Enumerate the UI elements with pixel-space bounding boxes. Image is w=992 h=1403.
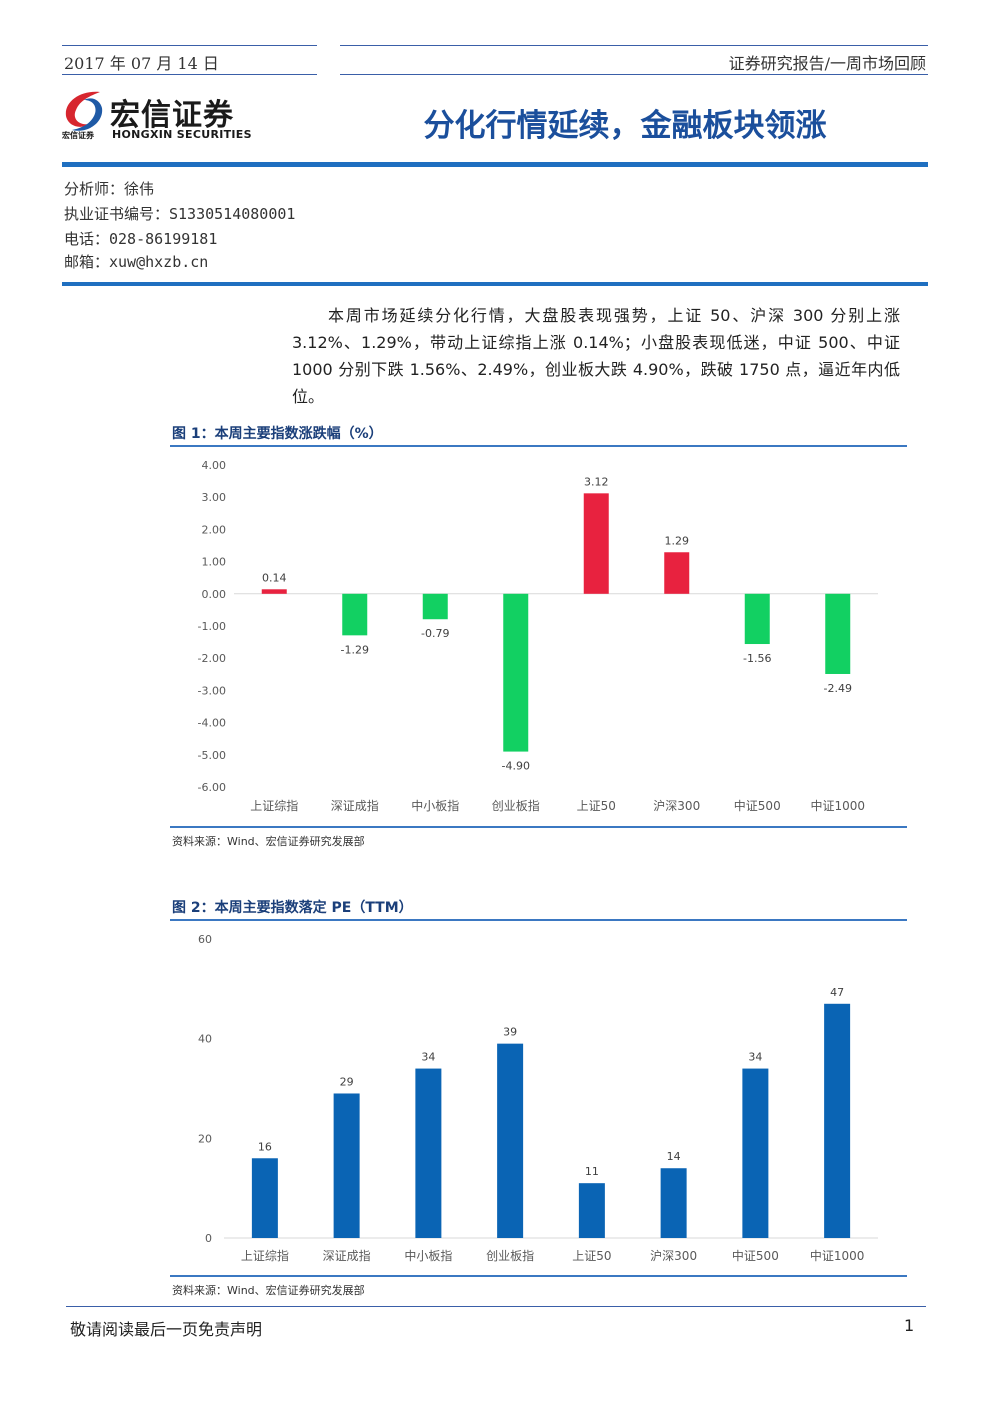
bar xyxy=(333,1093,360,1238)
bar xyxy=(664,552,690,594)
data-label: -1.29 xyxy=(341,643,369,656)
bar xyxy=(415,1068,442,1238)
header-left-rule-bottom xyxy=(62,74,317,75)
y-tick-label: -3.00 xyxy=(198,684,226,697)
analyst-divider xyxy=(62,282,928,286)
logo-swirl-icon xyxy=(65,91,103,131)
header-right-rule-bottom xyxy=(340,74,928,75)
bar xyxy=(742,1068,769,1238)
data-label: 16 xyxy=(258,1140,272,1153)
y-tick-label: -2.00 xyxy=(198,652,226,665)
figure-1-title: 图 1：本周主要指数涨跌幅（%） xyxy=(172,426,383,442)
y-tick-label: -1.00 xyxy=(198,620,226,633)
y-tick-label: 20 xyxy=(198,1132,212,1145)
x-tick-label: 深证成指 xyxy=(323,1248,371,1263)
y-tick-label: 40 xyxy=(198,1033,212,1046)
analyst-cert: 执业证书编号：S1330514080001 xyxy=(64,205,296,223)
header-left-rule-top xyxy=(62,45,317,46)
x-tick-label: 沪深300 xyxy=(653,799,700,813)
footer-disclaimer: 敬请阅读最后一页免责声明 xyxy=(70,1320,263,1339)
x-tick-label: 沪深300 xyxy=(650,1249,697,1263)
analyst-email: 邮箱：xuw@hxzb.cn xyxy=(64,253,209,271)
y-tick-label: 0 xyxy=(205,1232,212,1245)
figure-1-top-rule xyxy=(170,445,907,447)
figure-2-top-rule xyxy=(170,919,907,921)
y-tick-label: 1.00 xyxy=(202,556,227,569)
data-label: -4.90 xyxy=(502,760,530,773)
bar xyxy=(660,1168,687,1238)
x-tick-label: 中小板指 xyxy=(411,798,459,813)
x-tick-label: 中证500 xyxy=(732,1248,779,1263)
footer-rule xyxy=(66,1306,926,1307)
bar xyxy=(583,493,609,594)
logo-name-cn: 宏信证券 xyxy=(110,98,234,133)
data-label: 14 xyxy=(667,1150,681,1163)
page-number: 1 xyxy=(904,1316,915,1335)
bar xyxy=(503,593,529,752)
x-tick-label: 创业板指 xyxy=(486,1248,534,1263)
data-label: -1.56 xyxy=(743,652,771,665)
figure-1-chart: 4.00 3.00 2.00 1.00 0.00 -1.00 -2.00 -3.00 -4.00… xyxy=(198,459,878,813)
x-tick-label: 中小板指 xyxy=(404,1248,452,1263)
summary-paragraph: 本周市场延续分化行情，大盘股表现强势，上证 50、沪深 300 分别上涨 3.1… xyxy=(292,306,900,406)
bar xyxy=(261,589,287,594)
data-label: 3.12 xyxy=(584,475,609,488)
y-tick-label: 4.00 xyxy=(202,459,227,472)
x-tick-label: 上证50 xyxy=(572,1249,611,1263)
x-tick-label: 深证成指 xyxy=(331,798,379,813)
figure-2-bottom-rule xyxy=(170,1275,907,1277)
y-tick-label: 2.00 xyxy=(202,523,227,536)
x-tick-label: 中证500 xyxy=(734,798,781,813)
bar xyxy=(825,593,851,674)
data-label: -2.49 xyxy=(824,682,852,695)
header-right-rule-top xyxy=(340,45,928,46)
y-tick-label: 60 xyxy=(198,933,212,946)
bar xyxy=(251,1158,278,1238)
bar xyxy=(422,593,448,620)
bar xyxy=(342,593,368,636)
y-tick-label: 3.00 xyxy=(202,491,227,504)
data-label: 34 xyxy=(748,1051,762,1064)
y-tick-label: 0.00 xyxy=(202,588,227,601)
x-tick-label: 创业板指 xyxy=(492,798,540,813)
data-label: 47 xyxy=(830,986,844,999)
figure-1-source: 资料来源：Wind、宏信证券研究发展部 xyxy=(172,835,365,848)
bar xyxy=(578,1183,605,1238)
data-label: 29 xyxy=(340,1075,354,1088)
figure-2-chart: 0 20 40 60 16 上证综指 29 深证成指 34 中小板指 39 创业板指 11 上证50 14 沪… xyxy=(198,933,878,1263)
bar xyxy=(824,1003,851,1238)
figure-1-bottom-rule xyxy=(170,826,907,828)
data-label: 11 xyxy=(585,1165,599,1178)
data-label: 39 xyxy=(503,1026,517,1039)
y-tick-label: -6.00 xyxy=(198,781,226,794)
company-logo: 宏信证券 宏信证券 HONGXIN SECURITIES xyxy=(62,88,272,150)
x-tick-label: 上证综指 xyxy=(250,798,298,813)
logo-small-text: 宏信证券 xyxy=(62,131,94,140)
title-underline xyxy=(62,162,928,167)
y-tick-label: -5.00 xyxy=(198,749,226,762)
bar xyxy=(744,593,770,645)
data-label: 1.29 xyxy=(665,534,690,547)
analyst-phone: 电话：028-86199181 xyxy=(64,230,218,248)
data-label: -0.79 xyxy=(421,627,449,640)
analyst-name: 分析师：徐伟 xyxy=(64,180,155,198)
x-tick-label: 中证1000 xyxy=(810,1248,865,1263)
data-label: 34 xyxy=(421,1051,435,1064)
report-title: 分化行情延续，金融板块领涨 xyxy=(423,108,827,144)
report-date: 2017 年 07 月 14 日 xyxy=(64,54,219,73)
logo-name-en: HONGXIN SECURITIES xyxy=(112,128,252,141)
figure-2-title: 图 2：本周主要指数落定 PE（TTM） xyxy=(172,900,413,916)
data-label: 0.14 xyxy=(262,571,287,584)
figure-2-source: 资料来源：Wind、宏信证券研究发展部 xyxy=(172,1284,365,1297)
x-tick-label: 上证综指 xyxy=(241,1248,289,1263)
x-tick-label: 中证1000 xyxy=(810,798,865,813)
y-tick-label: -4.00 xyxy=(198,717,226,730)
bar xyxy=(497,1043,524,1238)
report-category: 证券研究报告/一周市场回顾 xyxy=(728,54,926,73)
x-tick-label: 上证50 xyxy=(577,799,616,813)
